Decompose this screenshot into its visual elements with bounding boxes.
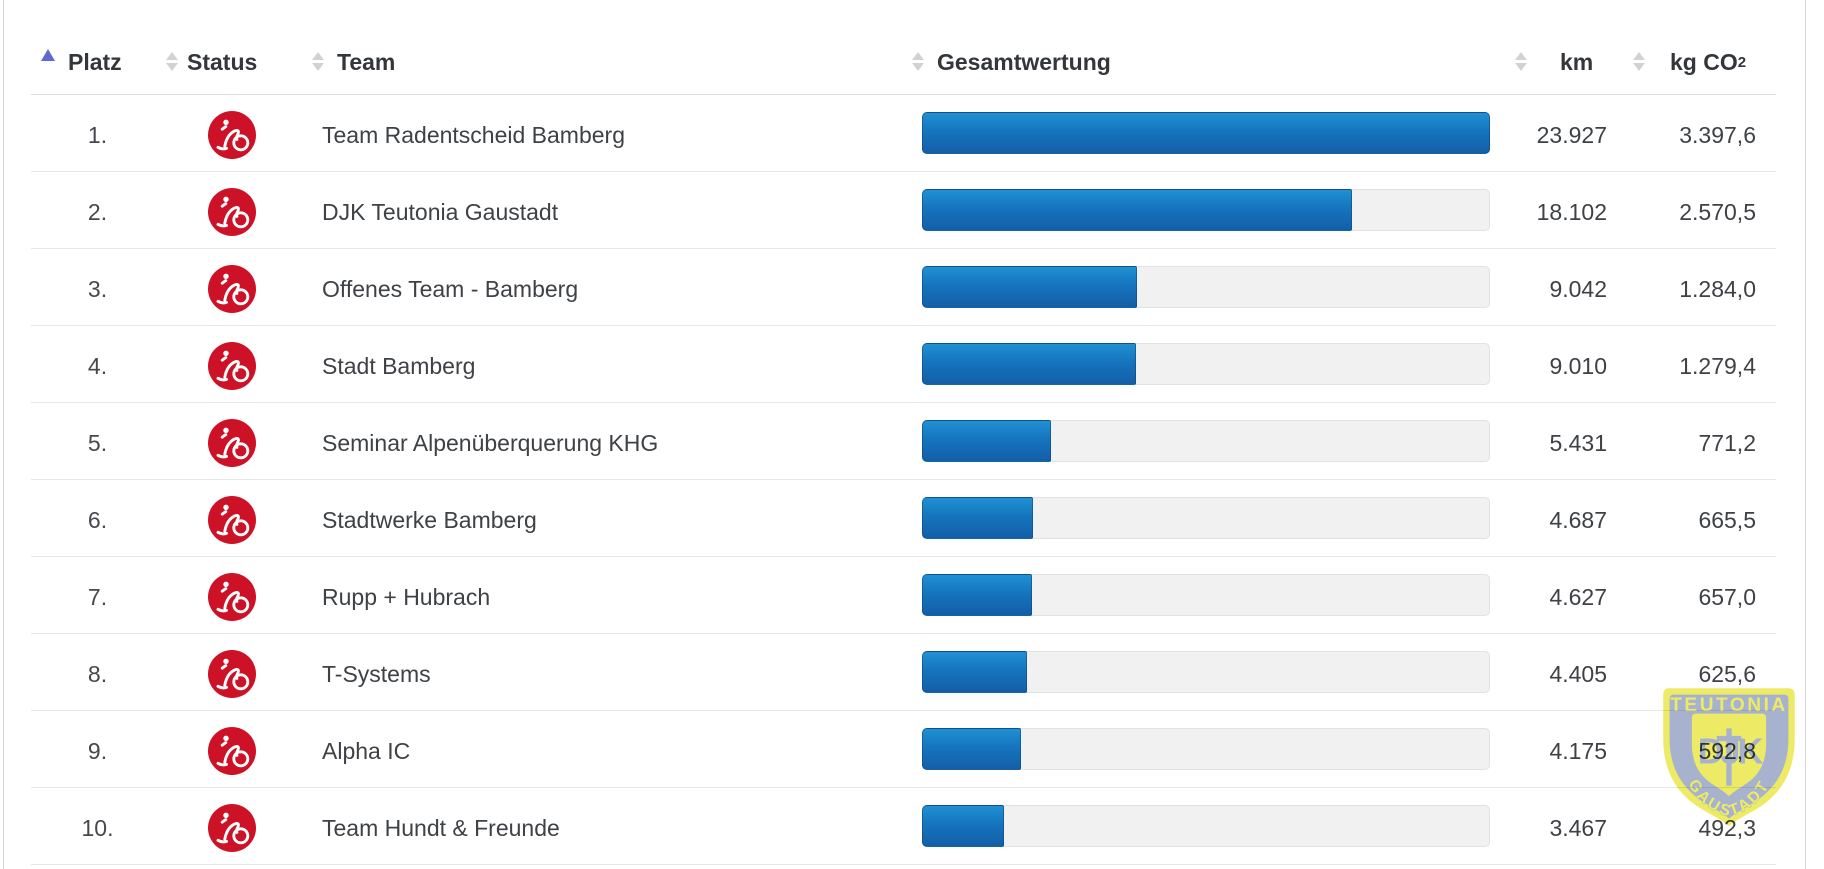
svg-text:TEUTONIA: TEUTONIA (1670, 695, 1788, 716)
